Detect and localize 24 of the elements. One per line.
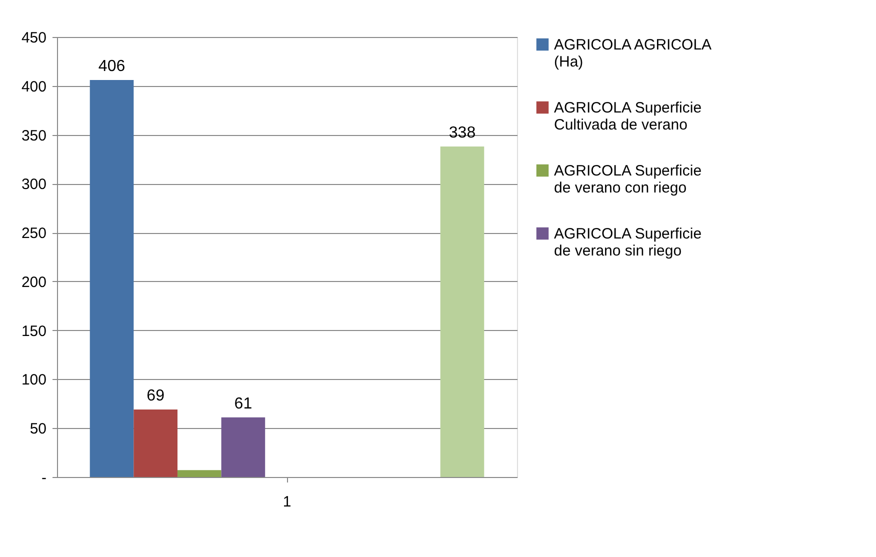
bar xyxy=(134,410,178,477)
data-label: 338 xyxy=(448,124,476,142)
x-tick-label: 1 xyxy=(282,494,292,510)
bar xyxy=(440,146,484,477)
legend-label: AGRICOLA AGRICOLA (Ha) xyxy=(554,36,712,70)
data-label: 61 xyxy=(234,395,252,412)
bar xyxy=(177,470,222,477)
y-tick-label: 250 xyxy=(21,225,46,242)
y-tick-label: 50 xyxy=(30,420,46,438)
y-tick-label: 150 xyxy=(21,322,46,340)
legend-label: AGRICOLA Superficie de verano sin riego xyxy=(554,226,702,260)
data-label: 406 xyxy=(98,58,126,76)
legend-label: AGRICOLA Superficie de verano con riego xyxy=(554,162,702,196)
y-tick-label: 450 xyxy=(21,30,46,46)
y-tick-label: - xyxy=(42,470,46,486)
y-tick-label: 350 xyxy=(21,127,46,144)
legend-label: AGRICOLA Superficie Cultivada de verano xyxy=(554,100,702,134)
bar xyxy=(221,417,266,477)
data-label: 69 xyxy=(146,388,165,405)
y-tick-label: 200 xyxy=(21,274,46,291)
y-tick-label: 300 xyxy=(21,176,46,194)
bar xyxy=(90,80,134,477)
y-tick-label: 100 xyxy=(21,372,46,389)
y-tick-label: 400 xyxy=(21,78,46,96)
